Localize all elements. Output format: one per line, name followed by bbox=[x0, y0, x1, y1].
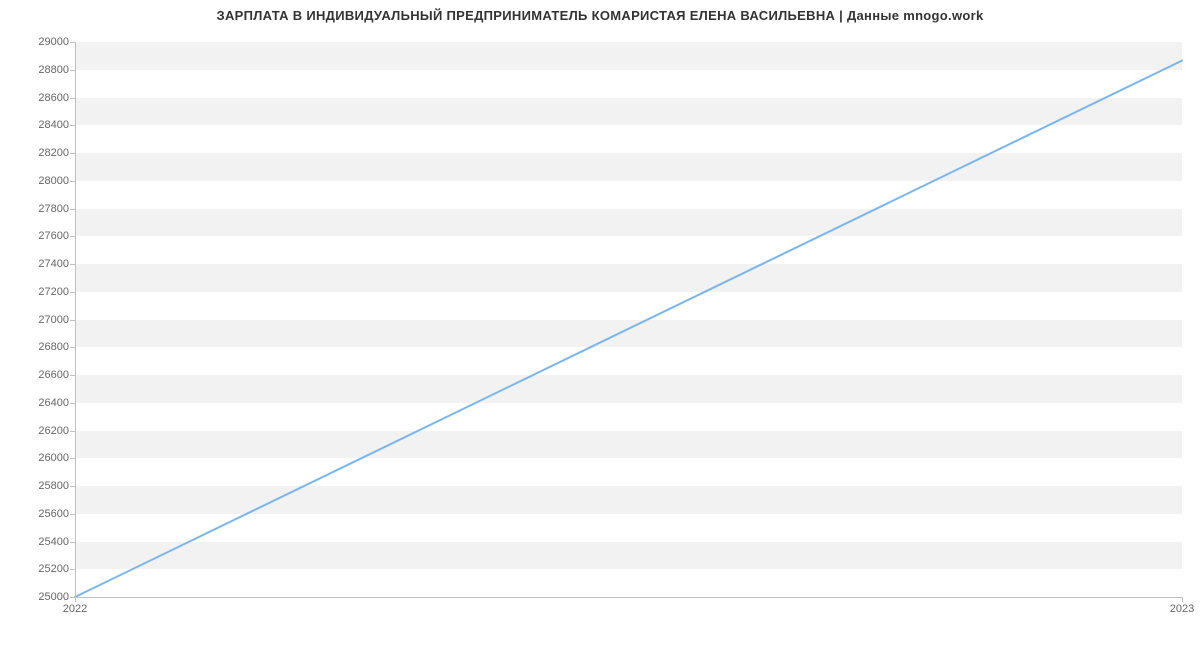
plot-area: 2500025200254002560025800260002620026400… bbox=[75, 42, 1182, 597]
y-tick-label: 25000 bbox=[38, 591, 69, 603]
y-tick-label: 26600 bbox=[38, 369, 69, 381]
y-tick-label: 28400 bbox=[38, 119, 69, 131]
chart-title: ЗАРПЛАТА В ИНДИВИДУАЛЬНЫЙ ПРЕДПРИНИМАТЕЛ… bbox=[0, 8, 1200, 23]
y-tick-label: 27000 bbox=[38, 314, 69, 326]
chart-container: ЗАРПЛАТА В ИНДИВИДУАЛЬНЫЙ ПРЕДПРИНИМАТЕЛ… bbox=[0, 0, 1200, 650]
series-line-salary bbox=[75, 61, 1182, 597]
y-tick-label: 27800 bbox=[38, 203, 69, 215]
y-tick-label: 26400 bbox=[38, 397, 69, 409]
y-tick-label: 26200 bbox=[38, 425, 69, 437]
y-tick-label: 28000 bbox=[38, 175, 69, 187]
y-tick-label: 25800 bbox=[38, 480, 69, 492]
x-axis-line bbox=[75, 597, 1182, 598]
x-tick-label: 2023 bbox=[1170, 603, 1194, 615]
x-tick-label: 2022 bbox=[63, 603, 87, 615]
y-tick-label: 28200 bbox=[38, 147, 69, 159]
y-tick-label: 28800 bbox=[38, 64, 69, 76]
y-tick-label: 26800 bbox=[38, 341, 69, 353]
y-tick-label: 29000 bbox=[38, 36, 69, 48]
y-tick-label: 25600 bbox=[38, 508, 69, 520]
x-tick-mark bbox=[1182, 597, 1183, 602]
y-tick-label: 25400 bbox=[38, 536, 69, 548]
y-tick-label: 27200 bbox=[38, 286, 69, 298]
y-tick-label: 25200 bbox=[38, 563, 69, 575]
y-tick-label: 28600 bbox=[38, 92, 69, 104]
line-layer bbox=[75, 42, 1182, 597]
y-axis-line bbox=[75, 42, 76, 597]
y-tick-label: 27400 bbox=[38, 258, 69, 270]
y-tick-label: 27600 bbox=[38, 230, 69, 242]
y-tick-label: 26000 bbox=[38, 452, 69, 464]
